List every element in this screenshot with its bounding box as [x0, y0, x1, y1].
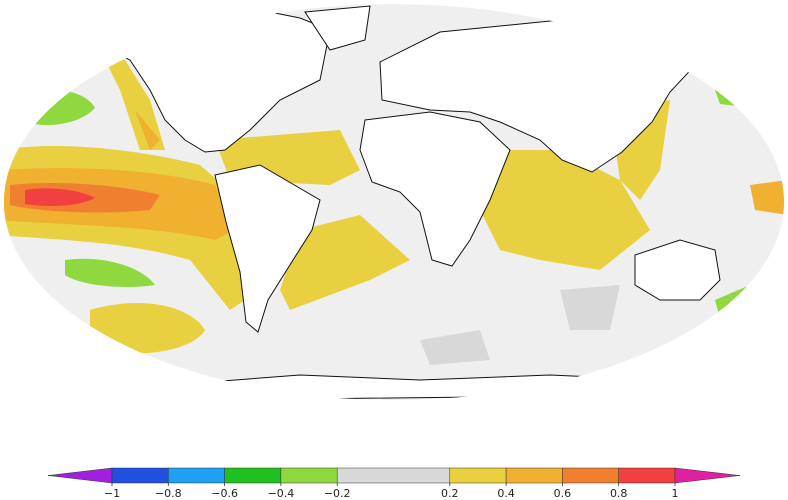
colorbar-bin: [618, 467, 676, 484]
colorbar-bin: [280, 467, 338, 484]
colorbar: −1 −0.8 −0.6 −0.4 −0.2 0.2 0.4 0.6 0.8 1: [47, 467, 741, 500]
colorbar-tick-label: −0.2: [324, 487, 351, 500]
map: [4, 4, 784, 400]
colorbar-tick-label: 0.6: [554, 487, 572, 500]
colorbar-tick-label: 0.4: [497, 487, 515, 500]
colorbar-bin: [449, 467, 507, 484]
colorbar-bin: [224, 467, 282, 484]
colorbar-extend-high: [674, 467, 741, 484]
continents: [98, 5, 721, 400]
colorbar-tick-label: 0.8: [610, 487, 628, 500]
colorbar-tick-label: −0.6: [211, 487, 238, 500]
colorbar-bin: [562, 467, 619, 484]
colorbar-extend-low: [47, 467, 113, 484]
colorbar-bin: [336, 467, 451, 484]
colorbar-bin: [505, 467, 563, 484]
colorbar-tick-label: −0.8: [155, 487, 182, 500]
colorbar-bin: [111, 467, 169, 484]
colorbar-tick-label: 0.2: [441, 487, 459, 500]
colorbar-tick-label: −0.4: [268, 487, 295, 500]
colorbar-tick-label: 1: [672, 487, 679, 500]
colorbar-bin: [168, 467, 225, 484]
colorbar-tick-label: −1: [104, 487, 120, 500]
